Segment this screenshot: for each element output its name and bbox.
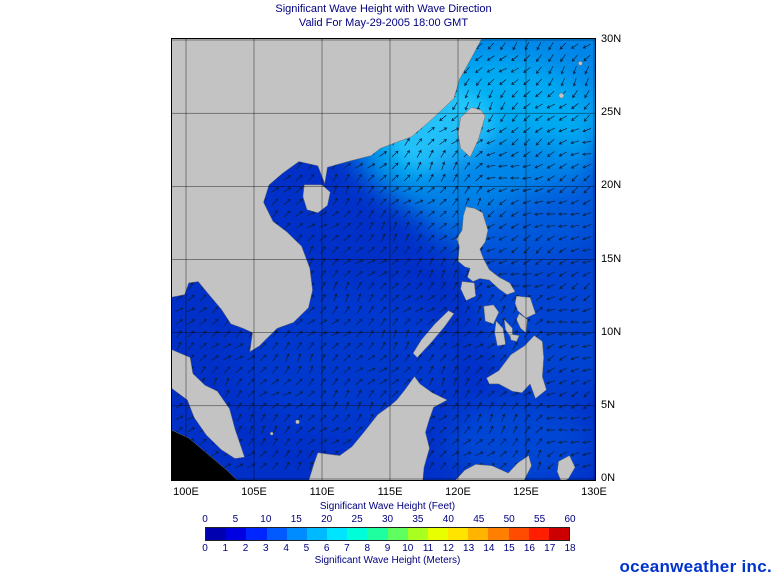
small-island [269,431,274,436]
meter-tick-label: 0 [202,543,208,554]
x-tick-label: 130E [581,486,607,498]
colorbar-cell [347,528,368,540]
colorbar-cell [327,528,348,540]
meter-tick-label: 18 [564,543,576,554]
meter-tick-label: 2 [242,543,249,554]
oceanweather-logo: oceanweather inc. [619,557,772,576]
meter-tick-label: 8 [364,543,370,554]
feet-tick-label: 25 [351,514,363,525]
meter-tick-label: 5 [303,543,310,554]
map-svg [171,38,596,481]
x-tick-label: 110E [309,486,335,498]
small-island [578,61,583,66]
meter-tick-label: 16 [523,543,535,554]
meter-tick-label: 6 [323,543,330,554]
meter-tick-label: 10 [402,543,414,554]
colorbar-cell [367,528,388,540]
feet-tick-label: 10 [260,514,272,525]
y-tick-label: 20N [601,179,622,192]
land-polygon [494,320,506,347]
land-polygon [412,310,455,358]
y-tick-label: 30N [601,33,622,45]
feet-tick-label: 0 [202,514,208,525]
colorbar-cell [427,528,449,540]
colorbar-cell [206,528,227,540]
meter-tick-label: 1 [222,543,229,554]
land-polygon [460,281,476,301]
y-tick-label: 15N [601,252,622,265]
meter-tick-label: 4 [283,543,289,554]
y-tick-label: 25N [601,106,622,119]
y-tick-label: 5N [601,398,616,411]
feet-tick-label: 30 [381,514,394,525]
colorbar-cell [226,528,247,540]
land-polygon [454,455,532,481]
small-island [558,92,565,99]
meter-tick-label: 13 [463,543,475,554]
colorbar-cell [246,528,267,540]
colorbar-cell [508,528,529,540]
meter-tick-label: 11 [422,543,434,554]
meter-tick-label: 9 [384,543,391,554]
x-tick-label: 120E [445,486,471,498]
meter-tick-label: 3 [263,543,269,554]
y-tick-label: 10N [601,325,622,338]
land-polygon [456,206,516,295]
meter-tick-label: 17 [544,543,556,554]
meter-tick-label: 12 [442,543,454,554]
feet-tick-label: 15 [290,514,302,525]
chart-title: Significant Wave Height with Wave Direct… [275,3,492,15]
feet-tick-label: 5 [232,514,239,525]
x-tick-label: 100E [173,486,199,498]
x-tick-label: 125E [513,486,539,498]
colorbar-cell [468,528,489,540]
chart-subtitle: Valid For May-29-2005 18:00 GMT [298,17,469,29]
feet-tick-label: 55 [534,514,546,525]
colorbar-feet-label: Significant Wave Height (Feet) [319,501,456,512]
y-tick-label: 0N [601,472,616,484]
feet-tick-label: 40 [442,514,454,525]
meter-tick-label: 15 [503,543,515,554]
small-island [295,419,300,425]
land-polygon [509,333,520,342]
land-polygon [171,38,483,353]
x-tick-label: 115E [377,486,403,498]
colorbar-cell [548,528,570,540]
landmasses [171,38,583,481]
colorbar-cell [407,528,428,540]
land-polygon [457,107,486,158]
colorbar-cell [387,528,408,540]
land-polygon [171,429,239,481]
feet-tick-label: 60 [564,514,576,525]
colorbar-cell [448,528,469,540]
colorbar-meters-label: Significant Wave Height (Meters) [314,555,461,566]
feet-tick-label: 50 [503,514,515,525]
colorbar-gradient [205,527,570,541]
grid-lines [171,38,596,481]
map-frame [171,38,596,481]
land-polygon [483,304,500,325]
feet-tick-label: 35 [412,514,424,525]
colorbar-cell [306,528,328,540]
meter-tick-label: 14 [483,543,495,554]
land-polygon [308,376,448,481]
colorbar-cell [528,528,549,540]
x-tick-label: 105E [241,486,267,498]
land-polygon [486,335,547,399]
feet-tick-label: 20 [321,514,333,525]
feet-tick-label: 45 [473,514,485,525]
colorbar-cell [488,528,509,540]
map-area [171,38,596,481]
colorbar-cell [286,528,307,540]
colorbar-cell [266,528,287,540]
meter-tick-label: 7 [344,543,350,554]
